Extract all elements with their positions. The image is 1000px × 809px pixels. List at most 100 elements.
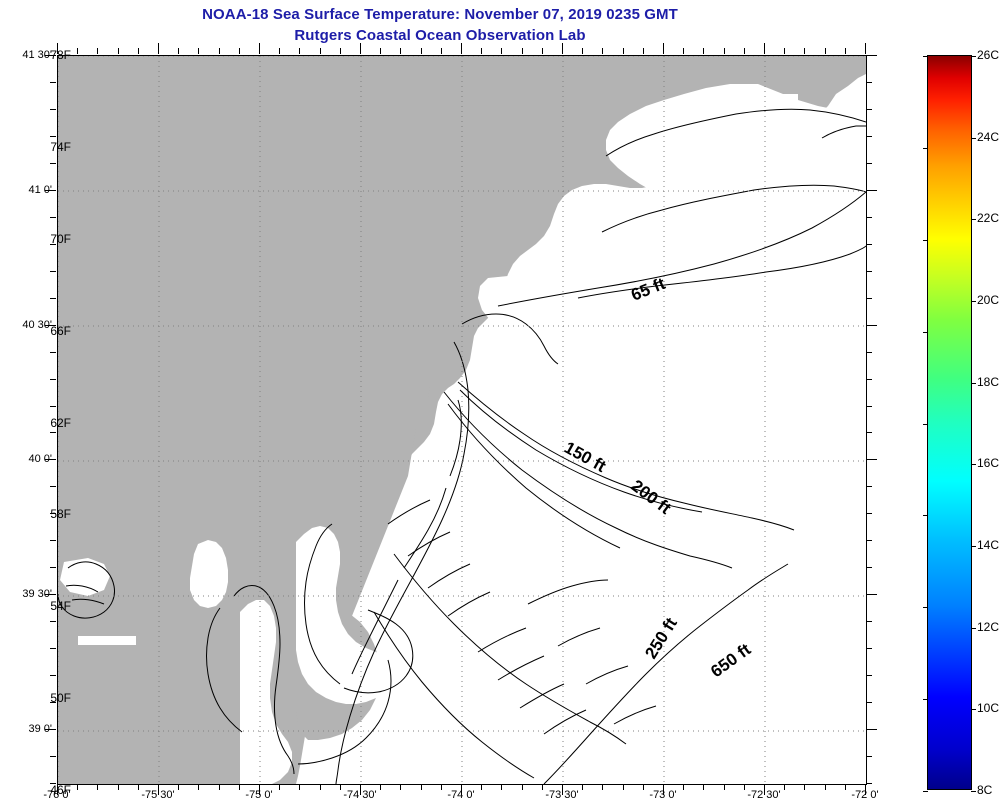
x-tick [57, 784, 58, 795]
y-tick [45, 190, 56, 191]
colorbar-label-celsius: 12C [977, 620, 1000, 634]
x-tick [784, 784, 785, 790]
x-tick [118, 784, 119, 790]
map-plot-area[interactable]: 65 ft 150 ft 200 ft 250 ft 650 ft [57, 55, 867, 785]
x-tick-top [178, 48, 179, 54]
x-tick-top [360, 43, 361, 54]
x-tick [198, 784, 199, 790]
x-tick [421, 784, 422, 790]
y-tick [50, 756, 56, 757]
y-tick-right [866, 459, 877, 460]
x-tick [360, 784, 361, 795]
x-tick [562, 784, 563, 795]
colorbar-tick-celsius [971, 56, 976, 57]
y-tick-right [866, 567, 872, 568]
y-tick-right [866, 136, 872, 137]
longitude-label: -75 0' [245, 789, 273, 801]
y-tick [50, 783, 56, 784]
y-tick-right [866, 540, 872, 541]
x-tick-top [118, 48, 119, 54]
x-tick [441, 784, 442, 790]
x-tick [522, 784, 523, 790]
x-tick [845, 784, 846, 790]
colorbar-label-fahrenheit: 46F [50, 783, 71, 797]
coast-connecticut [605, 108, 866, 157]
colorbar[interactable] [923, 55, 976, 792]
x-tick-top [845, 48, 846, 54]
x-tick-top [724, 48, 725, 54]
colorbar-tick-fahrenheit [923, 148, 928, 149]
y-tick [50, 621, 56, 622]
longitude-label: -74 0' [447, 789, 475, 801]
x-tick-top [198, 48, 199, 54]
y-tick [50, 675, 56, 676]
x-tick [97, 784, 98, 790]
coastline-layer [58, 108, 866, 784]
ocean-polygon [308, 84, 866, 784]
y-tick-right [866, 432, 872, 433]
x-tick-top [279, 48, 280, 54]
y-tick [50, 136, 56, 137]
map-canvas: 65 ft 150 ft 200 ft 250 ft 650 ft [58, 56, 866, 784]
colorbar-label-celsius: 14C [977, 538, 1000, 552]
colorbar-tick-celsius [971, 628, 976, 629]
colorbar-body [923, 55, 976, 792]
x-tick-top [259, 43, 260, 54]
y-tick [45, 325, 56, 326]
bathymetry-contours [373, 191, 866, 784]
long-island-nodata [348, 84, 866, 762]
y-tick [50, 82, 56, 83]
y-tick [45, 459, 56, 460]
x-tick-top [804, 48, 805, 54]
y-tick-right [866, 756, 872, 757]
longitude-label: -75 30' [141, 789, 175, 801]
x-tick [77, 784, 78, 790]
x-tick-top [744, 48, 745, 54]
nodata-patch-2 [60, 558, 110, 596]
x-tick-top [522, 48, 523, 54]
x-tick-top [320, 48, 321, 54]
latitude-label: 40 30' [22, 319, 52, 331]
y-tick-right [866, 486, 872, 487]
colorbar-label-fahrenheit: 54F [50, 599, 71, 613]
latitude-label: 40 0' [28, 453, 52, 465]
colorbar-gradient [928, 56, 971, 789]
y-tick [50, 217, 56, 218]
x-tick [380, 784, 381, 790]
x-tick [663, 784, 664, 795]
title-line-2: Rutgers Coastal Ocean Observation Lab [294, 27, 586, 44]
x-tick [724, 784, 725, 790]
colorbar-tick-fahrenheit [923, 56, 928, 57]
x-tick [138, 784, 139, 790]
x-tick [219, 784, 220, 790]
x-tick-top [703, 48, 704, 54]
latitude-label: 39 0' [28, 723, 52, 735]
y-tick-right [866, 621, 872, 622]
y-tick [50, 406, 56, 407]
y-tick [50, 513, 56, 514]
x-tick-top [400, 48, 401, 54]
contour-250ft [393, 553, 627, 745]
y-tick [50, 352, 56, 353]
x-tick [703, 784, 704, 790]
x-tick [542, 784, 543, 790]
x-tick [582, 784, 583, 790]
x-tick [744, 784, 745, 790]
x-tick-top [623, 48, 624, 54]
colorbar-tick-celsius [971, 383, 976, 384]
ocean-nodata-region [308, 84, 866, 784]
longitude-label: -76 0' [43, 789, 71, 801]
x-tick-top [501, 48, 502, 54]
x-tick-top [542, 48, 543, 54]
colorbar-tick-fahrenheit [923, 699, 928, 700]
longitude-label: -73 30' [545, 789, 579, 801]
colorbar-label-fahrenheit: 70F [50, 232, 71, 246]
x-tick-top [239, 48, 240, 54]
coast-long-island-north [601, 184, 866, 233]
x-tick-top [77, 48, 78, 54]
coast-delaware-bay [304, 523, 414, 694]
x-tick [320, 784, 321, 790]
y-tick-right [866, 406, 872, 407]
colorbar-label-fahrenheit: 66F [50, 324, 71, 338]
